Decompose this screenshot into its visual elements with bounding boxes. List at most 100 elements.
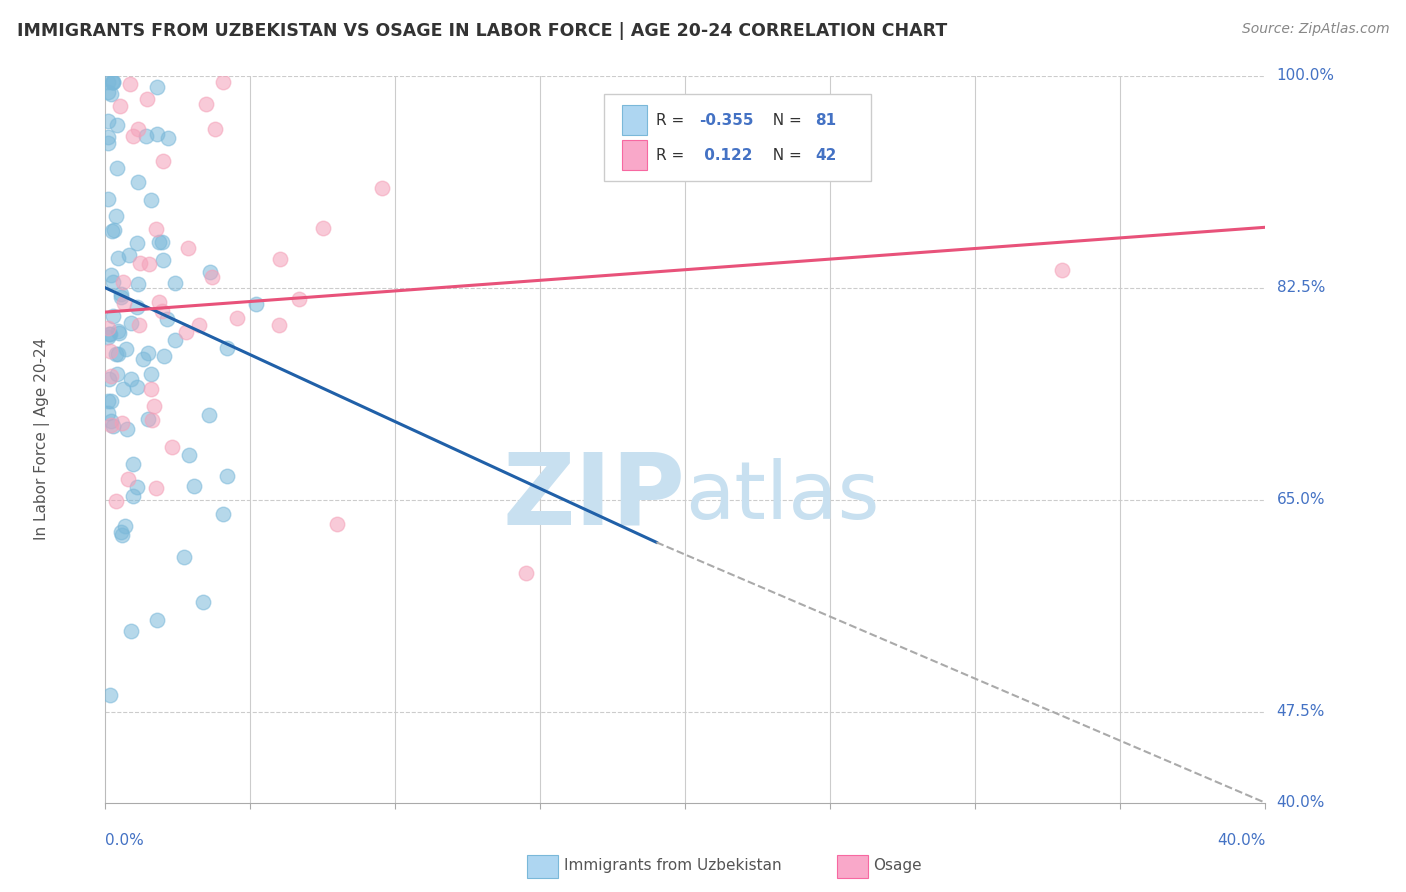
Text: Source: ZipAtlas.com: Source: ZipAtlas.com [1241,22,1389,37]
Point [312,221,335,235]
Point [110,289,132,303]
Point [125,235,148,250]
Point [110,287,132,301]
Point [152,252,174,267]
Point [103,309,125,323]
Point [156,131,179,145]
Point [122,457,145,471]
Text: 40.0%: 40.0% [1218,833,1265,848]
Point [97,372,120,386]
Point [127,175,149,189]
Point [97,85,120,99]
Bar [621,140,647,170]
Point [269,318,291,333]
Point [101,224,124,238]
Point [212,75,235,89]
Point [174,325,197,339]
Point [97,192,120,206]
Point [100,268,122,283]
Point [111,382,134,396]
Point [177,448,200,462]
Point [146,128,169,142]
Point [97,114,120,128]
Point [97,130,120,145]
Point [127,380,149,394]
Point [145,481,167,495]
Text: R =: R = [657,148,689,162]
Point [269,252,291,267]
Point [97,330,120,344]
Point [104,494,127,508]
Point [100,417,122,432]
Point [153,349,176,363]
Point [177,241,200,255]
Point [121,489,143,503]
Point [120,316,142,330]
Point [200,264,222,278]
Point [98,327,121,342]
Point [97,393,120,408]
Point [173,549,195,564]
Point [128,318,150,332]
Point [198,408,221,422]
Point [136,92,159,106]
Point [120,372,142,386]
Point [112,296,135,310]
Point [138,257,160,271]
Text: 0.122: 0.122 [699,148,752,162]
Point [187,318,209,333]
Text: 0.0%: 0.0% [105,833,145,848]
Point [120,77,142,91]
Point [135,129,157,144]
Text: 47.5%: 47.5% [1277,705,1324,720]
Point [129,256,152,270]
Point [115,422,138,436]
Point [107,367,129,381]
Point [127,277,149,291]
Point [97,320,120,334]
Text: N =: N = [763,148,807,162]
Point [136,346,159,360]
Point [111,416,134,430]
Point [150,235,173,249]
Point [98,689,121,703]
Point [163,276,186,290]
Point [100,414,122,428]
Point [183,479,205,493]
Point [101,419,124,434]
Point [101,75,124,89]
Point [101,75,124,89]
Point [98,326,121,341]
Point [101,275,124,289]
Point [146,613,169,627]
Text: 40.0%: 40.0% [1277,796,1324,810]
Point [215,468,238,483]
Text: Immigrants from Uzbekistan: Immigrants from Uzbekistan [564,858,782,872]
Point [108,99,131,113]
Point [145,222,167,236]
Point [108,326,131,341]
Point [141,368,163,382]
Text: atlas: atlas [686,458,880,536]
Point [148,235,170,249]
Text: -0.355: -0.355 [699,112,754,128]
Point [97,75,120,89]
Point [141,413,163,427]
Point [120,624,142,638]
Point [156,311,179,326]
Point [371,181,394,195]
Point [107,119,129,133]
Text: Osage: Osage [873,858,922,872]
Text: 42: 42 [815,148,837,162]
Point [204,122,226,136]
Text: 65.0%: 65.0% [1277,492,1324,508]
Point [152,153,174,168]
Bar [621,105,647,136]
Text: In Labor Force | Age 20-24: In Labor Force | Age 20-24 [34,338,49,541]
Point [148,295,170,310]
Point [97,406,120,420]
Point [200,269,222,284]
Point [110,524,132,539]
Point [107,346,129,360]
Point [100,393,122,408]
